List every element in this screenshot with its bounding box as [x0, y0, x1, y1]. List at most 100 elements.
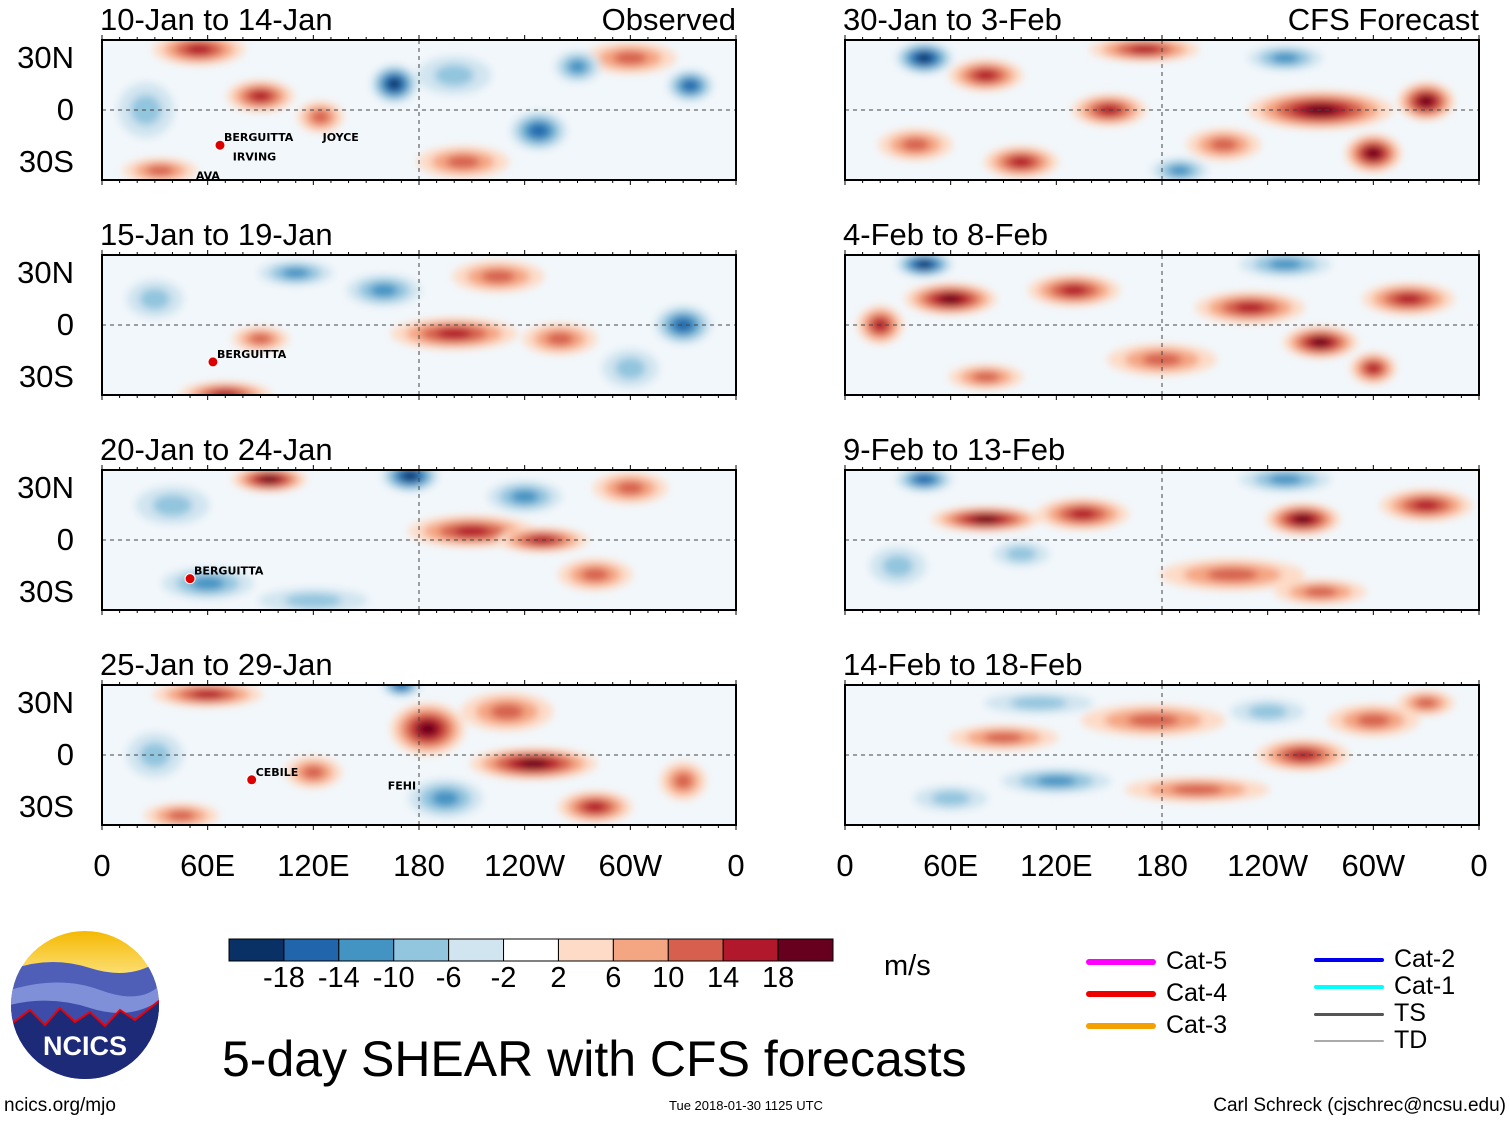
shear-anomaly [1010, 156, 1032, 168]
shear-anomaly [1415, 697, 1437, 709]
shear-anomaly [901, 138, 930, 152]
shear-anomaly [682, 80, 698, 92]
shear-map-panel: BERGUITTA [101, 465, 737, 615]
shear-anomaly [1395, 293, 1422, 305]
lat-tick-label: 30S [18, 789, 74, 824]
lon-tick-label: 60E [923, 848, 979, 883]
shear-anomaly [388, 78, 401, 90]
lon-tick-label: 120E [1020, 848, 1093, 883]
shear-anomaly [915, 474, 933, 484]
storm-label: BERGUITTA [194, 565, 264, 578]
shear-anomaly [192, 689, 223, 699]
lon-tick-label: 0 [93, 848, 111, 883]
panel-title: 10-Jan to 14-Jan [100, 2, 333, 37]
shear-anomaly [1303, 586, 1338, 598]
colorbar-swatch [503, 938, 559, 962]
timestamp: Tue 2018-01-30 1125 UTC [669, 1098, 823, 1113]
shear-anomaly [973, 515, 999, 524]
shear-anomaly [975, 69, 997, 81]
url-text[interactable]: ncics.org/mjo [4, 1095, 116, 1116]
shear-anomaly [434, 64, 474, 86]
legend-label: Cat-5 [1166, 947, 1228, 975]
legend-label: Cat-2 [1394, 945, 1456, 973]
shear-anomaly [1311, 337, 1330, 348]
panel-title: 4-Feb to 8-Feb [843, 217, 1049, 252]
shear-anomaly [1366, 362, 1381, 374]
legend-label: Cat-4 [1166, 979, 1228, 1007]
shear-anomaly [185, 43, 212, 55]
lat-tick-label: 30N [17, 685, 74, 720]
shear-anomaly [302, 765, 325, 779]
lat-tick-label: 30N [17, 255, 74, 290]
shear-anomaly [1168, 165, 1191, 177]
shear-anomaly [250, 90, 271, 102]
legend-line-td [1314, 1040, 1384, 1042]
lon-tick-label: 120W [1227, 848, 1309, 883]
legend-line-cat-2 [1314, 958, 1384, 962]
shear-anomaly [281, 267, 310, 279]
panel-title: 9-Feb to 13-Feb [843, 432, 1066, 467]
colorbar-swatch [228, 938, 285, 962]
colorbar-tick-label: 10 [652, 962, 685, 994]
shear-anomaly [1271, 52, 1300, 64]
shear-anomaly [1268, 258, 1302, 270]
shear-anomaly [394, 685, 408, 690]
shear-anomaly [1036, 775, 1076, 787]
legend-line-cat-1 [1314, 985, 1384, 989]
ncics-logo: NCICS [11, 931, 159, 1079]
legend-label: TD [1394, 1026, 1428, 1054]
shear-anomaly [436, 328, 472, 340]
shear-anomaly [584, 801, 606, 813]
storm-label: FEHI [388, 780, 416, 793]
storm-label: IRVING [233, 150, 276, 163]
lon-tick-label: 180 [1136, 848, 1188, 883]
colorbar-swatch [612, 938, 669, 962]
shear-anomaly [1005, 546, 1037, 562]
panel-label: Observed [601, 2, 736, 37]
shear-anomaly [1129, 44, 1160, 54]
shear-anomaly [1209, 138, 1238, 152]
storm-label: BERGUITTA [224, 131, 294, 144]
shear-anomaly [519, 758, 548, 769]
shear-anomaly [1127, 713, 1179, 727]
shear-anomaly [249, 333, 272, 345]
shear-map-panel [844, 680, 1480, 830]
shear-anomaly [1010, 696, 1068, 710]
shear-anomaly [568, 60, 587, 74]
shear-anomaly [212, 389, 239, 395]
colorbar-tick-label: 6 [605, 962, 622, 994]
shear-anomaly [983, 732, 1024, 744]
shear-anomaly [139, 742, 171, 768]
lat-tick-label: 0 [56, 737, 74, 772]
legend-label: TS [1394, 999, 1426, 1027]
colorbar-swatch [448, 938, 505, 962]
shear-anomaly [260, 475, 279, 484]
lat-tick-label: 0 [56, 307, 74, 342]
legend-line-cat-4 [1086, 991, 1156, 997]
shear-anomaly [446, 155, 480, 169]
colorbar-swatch [777, 938, 834, 962]
shear-anomaly [1206, 568, 1258, 582]
lat-tick-label: 0 [56, 92, 74, 127]
shear-anomaly [916, 260, 932, 269]
shear-anomaly [581, 568, 609, 582]
storm-label: AVA [196, 169, 221, 182]
shear-anomaly [613, 51, 648, 65]
shear-map-panel [844, 250, 1480, 400]
storm-label: CEBILE [256, 766, 299, 779]
lat-tick-label: 30N [17, 40, 74, 75]
colorbar-tick-label: 14 [707, 962, 740, 994]
shear-anomaly [674, 773, 693, 789]
shear-anomaly [1413, 499, 1440, 511]
lon-tick-label: 0 [1470, 848, 1488, 883]
shear-anomaly [1356, 713, 1391, 727]
colorbar-tick-label: 2 [550, 962, 567, 994]
shear-anomaly [130, 95, 162, 125]
shear-anomaly [311, 110, 330, 124]
shear-anomaly [1366, 147, 1381, 159]
legend-line-ts [1314, 1012, 1384, 1016]
lon-tick-label: 120E [277, 848, 350, 883]
panel-title: 14-Feb to 18-Feb [843, 647, 1083, 682]
shear-anomaly [167, 810, 195, 822]
shear-anomaly [1069, 508, 1096, 520]
